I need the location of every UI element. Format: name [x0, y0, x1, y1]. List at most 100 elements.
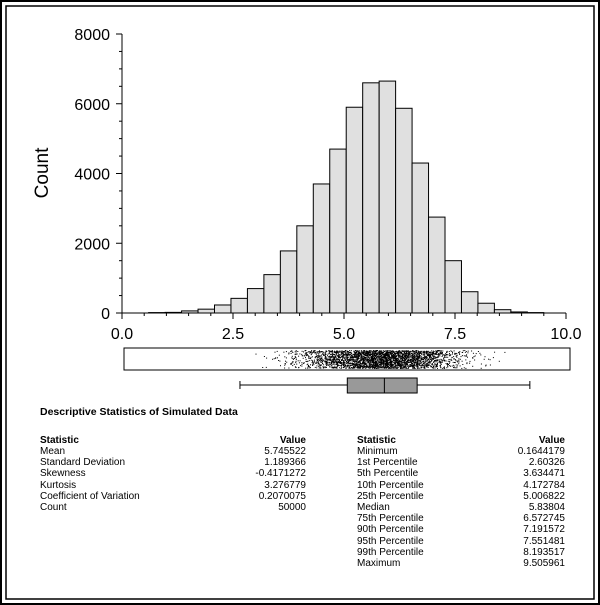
- strip-dot: [437, 354, 439, 356]
- strip-dot: [356, 363, 358, 365]
- strip-dot: [418, 352, 420, 354]
- strip-dot: [419, 355, 421, 357]
- strip-dot: [412, 355, 414, 357]
- strip-dot: [346, 361, 347, 362]
- strip-dot: [348, 353, 350, 355]
- strip-dot: [429, 359, 431, 360]
- strip-dot: [334, 361, 335, 363]
- strip-dot: [351, 357, 353, 358]
- strip-dot: [323, 359, 324, 361]
- strip-dot: [354, 356, 356, 358]
- strip-dot: [438, 359, 440, 361]
- strip-dot: [489, 364, 491, 366]
- strip-dot: [386, 358, 388, 360]
- strip-dot: [443, 357, 445, 359]
- strip-dot: [372, 354, 373, 356]
- strip-dot: [336, 350, 338, 352]
- strip-dot: [397, 359, 399, 361]
- strip-dot: [393, 354, 395, 356]
- strip-dot: [319, 350, 320, 352]
- strip-dot: [342, 363, 344, 365]
- strip-dot: [384, 350, 386, 352]
- strip-dot: [435, 350, 437, 352]
- strip-dot: [301, 355, 303, 357]
- strip-dot: [291, 350, 293, 352]
- strip-dot: [365, 351, 367, 353]
- strip-dot: [421, 361, 423, 363]
- strip-dot: [448, 351, 450, 353]
- strip-dot: [390, 363, 392, 365]
- strip-dot: [388, 358, 390, 360]
- strip-dot: [334, 366, 336, 368]
- strip-dot: [406, 367, 408, 369]
- strip-dot: [426, 355, 427, 357]
- strip-dot: [354, 354, 355, 356]
- strip-dot: [431, 358, 433, 360]
- strip-dot: [263, 356, 265, 357]
- strip-dot: [445, 354, 447, 356]
- strip-dot: [410, 366, 412, 367]
- strip-dot: [322, 360, 324, 362]
- strip-dot: [378, 351, 380, 353]
- strip-dot: [373, 365, 375, 367]
- strip-dot: [385, 352, 387, 353]
- strip-dot: [292, 361, 294, 362]
- strip-dot: [345, 356, 347, 358]
- strip-dot: [312, 361, 314, 362]
- strip-dot: [419, 357, 421, 359]
- strip-dot: [436, 357, 438, 359]
- strip-dot: [324, 366, 326, 368]
- strip-dot: [423, 367, 425, 368]
- strip-dot: [395, 356, 397, 358]
- strip-dot: [409, 353, 411, 355]
- strip-dot: [296, 353, 298, 355]
- strip-dot: [390, 359, 392, 361]
- strip-dot: [412, 350, 413, 352]
- strip-dot: [386, 360, 388, 362]
- strip-dot: [311, 359, 313, 361]
- strip-dot: [423, 354, 425, 356]
- strip-dot: [425, 358, 427, 360]
- strip-dot: [387, 358, 389, 360]
- strip-dot: [398, 359, 400, 361]
- strip-dot: [357, 351, 359, 353]
- strip-dot: [318, 355, 320, 357]
- strip-dot: [365, 363, 366, 364]
- strip-dot: [350, 358, 352, 360]
- strip-dot: [306, 352, 308, 354]
- strip-dot: [336, 366, 338, 368]
- strip-dot: [337, 355, 339, 357]
- stats-header-statistic: Statistic: [40, 435, 79, 446]
- strip-dot: [363, 352, 364, 354]
- strip-dot: [371, 356, 373, 358]
- strip-dot: [439, 362, 441, 364]
- strip-dot: [409, 360, 411, 362]
- strip-dot: [360, 352, 362, 354]
- strip-dot: [373, 353, 375, 355]
- strip-dot: [444, 355, 446, 357]
- strip-dot: [461, 367, 463, 369]
- strip-dot: [393, 362, 395, 364]
- strip-dot: [387, 366, 388, 368]
- strip-dot: [435, 353, 437, 355]
- strip-dot: [341, 360, 343, 362]
- stat-value: 0.1644179: [517, 446, 565, 457]
- strip-dot: [329, 359, 331, 361]
- stat-name: 90th Percentile: [357, 524, 424, 536]
- strip-dot: [444, 355, 445, 357]
- strip-dot: [385, 361, 387, 363]
- strip-dot: [415, 365, 417, 367]
- strip-dot: [375, 350, 377, 351]
- strip-dot: [387, 359, 389, 361]
- strip-dot: [380, 353, 381, 355]
- strip-dot: [286, 361, 288, 363]
- strip-dot: [378, 366, 380, 368]
- stat-value: 5.83804: [528, 502, 565, 514]
- strip-dot: [413, 366, 415, 368]
- strip-dot: [453, 356, 455, 358]
- strip-dot: [396, 364, 398, 366]
- stats-row: 25th Percentile 5.006822: [357, 491, 565, 502]
- strip-dot: [438, 361, 440, 363]
- strip-dot: [383, 365, 385, 367]
- strip-dot: [336, 363, 338, 365]
